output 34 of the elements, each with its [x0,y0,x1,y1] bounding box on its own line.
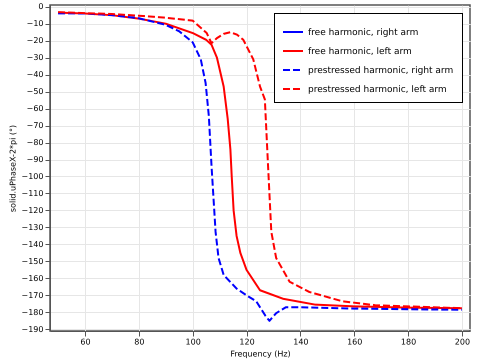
x-tick-label: 120 [239,338,255,346]
y-tick-label: −140 [22,240,44,249]
legend-label: free harmonic, right arm [308,28,418,38]
y-tick-label: −80 [26,138,44,148]
y-tick-label: −50 [26,87,44,96]
y-tick-label: −70 [26,121,44,130]
y-tick-label: −150 [22,256,44,266]
legend-label: prestressed harmonic, left arm [308,85,447,95]
x-axis-title: Frequency (Hz) [230,350,291,358]
y-tick-label: −160 [22,274,44,283]
x-tick-label: 200 [454,338,470,346]
y-tick-label: −90 [26,155,44,164]
y-tick-label: −130 [22,222,44,232]
x-tick-label: 140 [293,338,309,346]
legend-label: prestressed harmonic, right arm [308,66,454,76]
y-tick-label: −60 [26,104,44,114]
x-tick-label: 80 [134,338,144,346]
y-axis-title: solid.uPhaseX-2*pi (°) [8,124,18,212]
x-tick-label: 180 [400,338,416,346]
y-tick-label: −30 [26,53,44,62]
x-tick-label: 160 [347,338,362,346]
y-tick-label: −40 [26,70,44,80]
y-tick-label: −110 [22,188,44,198]
y-tick-label: −180 [22,308,44,317]
y-tick-label: 0 [38,2,44,12]
legend-label: free harmonic, left arm [308,47,412,57]
y-tick-label: −100 [22,172,44,181]
y-tick-label: −190 [22,324,44,334]
x-tick-label: 60 [80,338,91,346]
x-tick-label: 100 [186,338,201,346]
y-tick-label: −120 [22,206,44,215]
y-tick-label: −20 [26,36,44,46]
y-tick-label: −10 [26,19,44,28]
y-tick-label: −170 [22,290,44,300]
